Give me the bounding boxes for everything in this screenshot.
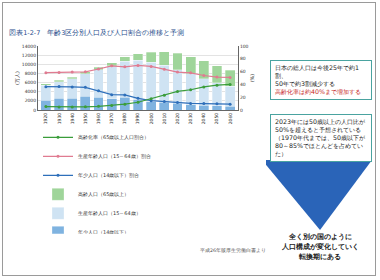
svg-text:生産年齢人口（15～64歳）割合: 生産年齢人口（15～64歳）割合 bbox=[78, 153, 151, 159]
svg-text:2040: 2040 bbox=[201, 113, 206, 125]
svg-text:1930: 1930 bbox=[57, 113, 62, 125]
svg-text:2000: 2000 bbox=[149, 113, 154, 125]
svg-text:生産年齢人口（15～64歳）: 生産年齢人口（15～64歳） bbox=[78, 210, 141, 216]
svg-text:14000: 14000 bbox=[22, 44, 36, 49]
svg-text:80: 80 bbox=[240, 56, 246, 61]
svg-text:年少人口（14歳以下）割合: 年少人口（14歳以下）割合 bbox=[78, 172, 139, 178]
svg-text:12000: 12000 bbox=[22, 53, 36, 58]
svg-text:1980: 1980 bbox=[122, 113, 127, 125]
svg-text:1990: 1990 bbox=[135, 113, 140, 125]
svg-text:8000: 8000 bbox=[25, 71, 37, 76]
svg-text:(万人): (万人) bbox=[14, 71, 20, 85]
html-text:平成26年版厚生労働白書より: 平成26年版厚生労働白書より bbox=[199, 248, 266, 253]
html-text:転換期にある: 転換期にある bbox=[299, 253, 341, 261]
svg-text:1950: 1950 bbox=[83, 113, 88, 125]
svg-text:0: 0 bbox=[240, 108, 243, 113]
svg-text:1920: 1920 bbox=[43, 113, 48, 125]
html-text:人口構成が変化していく: 人口構成が変化していく bbox=[281, 243, 359, 251]
svg-text:40: 40 bbox=[240, 82, 246, 87]
html-text:高齢化率は約40%まで増加する: 高齢化率は約40%まで増加する bbox=[275, 88, 361, 95]
svg-text:2050: 2050 bbox=[214, 113, 219, 125]
svg-text:2000: 2000 bbox=[25, 98, 37, 103]
svg-text:2060: 2060 bbox=[228, 113, 233, 125]
svg-text:60: 60 bbox=[240, 69, 246, 74]
svg-text:6000: 6000 bbox=[25, 80, 37, 85]
svg-text:(%): (%) bbox=[249, 74, 255, 83]
html-text:（1970年代までは、50歳以下が: （1970年代までは、50歳以下が bbox=[275, 134, 365, 141]
svg-text:年少人口（14歳以下）: 年少人口（14歳以下） bbox=[78, 229, 129, 234]
svg-text:2020: 2020 bbox=[175, 113, 180, 125]
html-text:全く別の国のように: 全く別の国のように bbox=[288, 233, 352, 241]
svg-text:2030: 2030 bbox=[188, 113, 193, 125]
svg-text:4000: 4000 bbox=[25, 89, 37, 94]
html-text:80～85%でほとんどを占めていた）: 80～85%でほとんどを占めていた） bbox=[275, 142, 363, 157]
svg-text:10000: 10000 bbox=[22, 62, 36, 67]
html-text:日本の総人口は今後25年で約1割、: 日本の総人口は今後25年で約1割、 bbox=[275, 64, 359, 79]
svg-text:図表1-2-7 年齢3区分別人口及び人口割合の推移と予測: 図表1-2-7 年齢3区分別人口及び人口割合の推移と予測 bbox=[9, 29, 184, 37]
svg-text:100: 100 bbox=[240, 44, 249, 49]
svg-text:0: 0 bbox=[33, 108, 36, 113]
svg-text:高齢化率（65歳以上人口割合）: 高齢化率（65歳以上人口割合） bbox=[78, 134, 149, 140]
html-text:2023年には50歳以上の人口比が: 2023年には50歳以上の人口比が bbox=[275, 118, 365, 125]
svg-text:20: 20 bbox=[240, 95, 246, 100]
svg-text:1970: 1970 bbox=[109, 113, 114, 125]
svg-text:2010: 2010 bbox=[162, 113, 167, 125]
svg-text:1960: 1960 bbox=[96, 113, 101, 125]
svg-text:1940: 1940 bbox=[70, 113, 75, 125]
html-text:50%を超えると予想されている: 50%を超えると予想されている bbox=[275, 126, 361, 133]
html-text:50年で約3割減少する: 50年で約3割減少する bbox=[275, 80, 335, 87]
svg-text:高齢人口（65歳以上）: 高齢人口（65歳以上） bbox=[78, 191, 129, 197]
